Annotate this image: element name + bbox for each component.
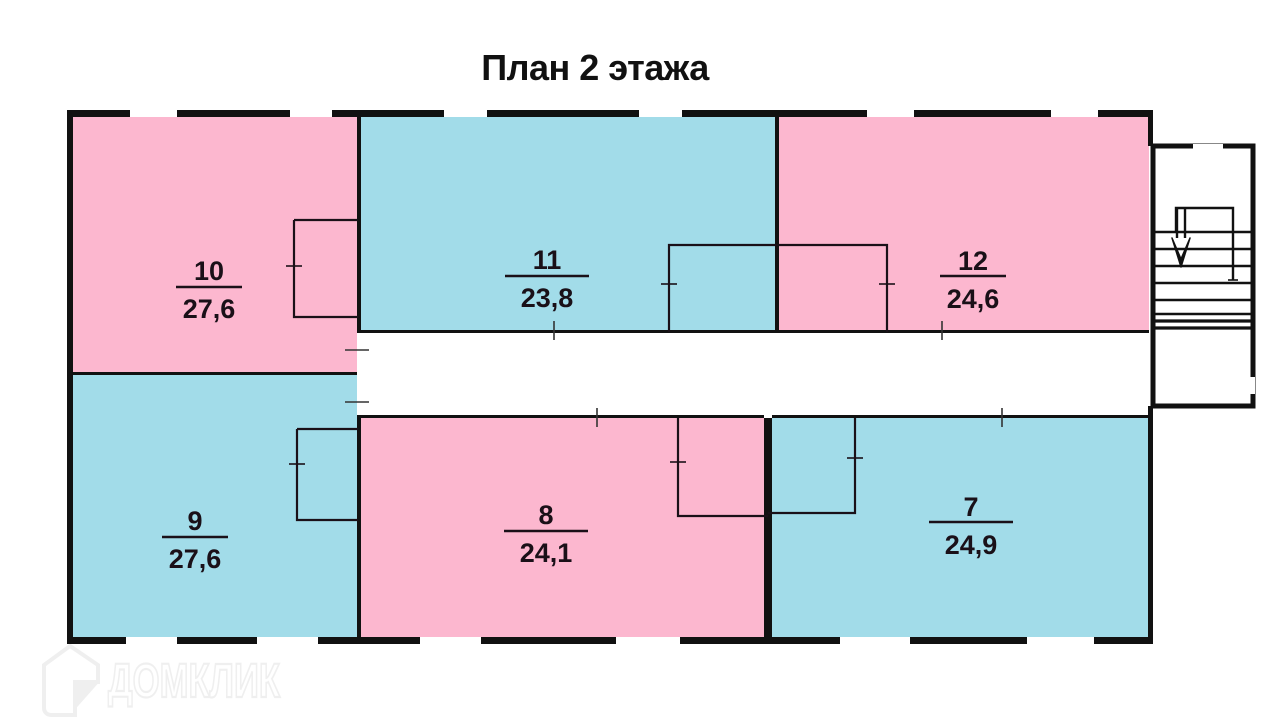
svg-text:24,1: 24,1 bbox=[520, 538, 573, 568]
svg-text:10: 10 bbox=[194, 256, 224, 286]
svg-text:23,8: 23,8 bbox=[521, 283, 574, 313]
svg-text:7: 7 bbox=[963, 492, 978, 522]
svg-text:24,6: 24,6 bbox=[947, 284, 1000, 314]
svg-text:27,6: 27,6 bbox=[183, 294, 236, 324]
svg-text:27,6: 27,6 bbox=[169, 544, 222, 574]
svg-text:24,9: 24,9 bbox=[945, 530, 998, 560]
svg-text:ДОМКЛИК: ДОМКЛИК bbox=[108, 655, 281, 708]
svg-text:8: 8 bbox=[538, 500, 553, 530]
svg-text:12: 12 bbox=[958, 246, 988, 276]
svg-text:11: 11 bbox=[533, 245, 562, 275]
svg-text:9: 9 bbox=[187, 506, 202, 536]
